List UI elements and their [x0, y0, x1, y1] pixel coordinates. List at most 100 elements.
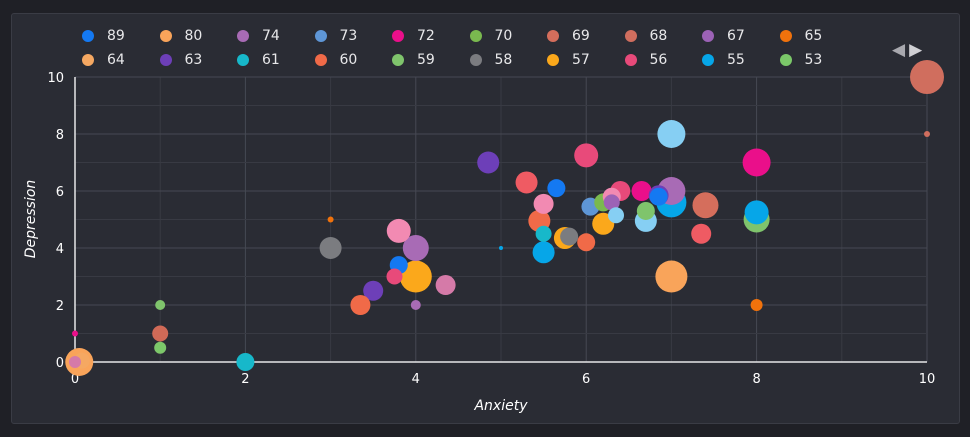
data-point[interactable]: [631, 181, 652, 201]
legend-swatch: [702, 30, 714, 42]
legend-swatch: [237, 30, 249, 42]
tick-labels: 0 2 4 6 8 10 0 2 4 6 8 10: [47, 71, 935, 387]
x-axis-title: Anxiety: [473, 398, 528, 414]
data-point[interactable]: [750, 299, 763, 311]
legend-swatch: [237, 54, 249, 66]
legend-prev-button[interactable]: ◀: [892, 40, 906, 60]
legend-swatch: [547, 30, 559, 42]
data-point[interactable]: [477, 151, 500, 174]
data-point[interactable]: [319, 237, 342, 259]
data-point[interactable]: [657, 120, 686, 148]
x-tick-label: 4: [412, 372, 420, 387]
legend-swatch: [702, 54, 714, 66]
legend-label: 74: [262, 28, 280, 44]
data-point[interactable]: [910, 60, 944, 94]
data-point[interactable]: [327, 216, 334, 223]
data-point[interactable]: [692, 192, 719, 219]
data-points: [65, 60, 944, 376]
legend-label: 59: [417, 52, 435, 68]
legend-swatch: [624, 30, 637, 42]
data-point[interactable]: [152, 325, 169, 342]
data-point[interactable]: [499, 246, 503, 250]
legend-label: 56: [649, 52, 668, 68]
y-tick-label: 4: [56, 242, 64, 257]
data-point[interactable]: [649, 187, 668, 206]
data-point[interactable]: [535, 225, 552, 242]
legend-swatch: [82, 30, 94, 42]
y-tick-label: 6: [56, 185, 64, 200]
data-point[interactable]: [69, 356, 81, 368]
legend-swatch: [82, 54, 94, 66]
legend-swatch: [314, 30, 327, 42]
data-point[interactable]: [574, 143, 599, 168]
legend-swatch: [469, 30, 482, 42]
legend-label: 63: [184, 52, 203, 68]
x-tick-label: 0: [71, 372, 79, 387]
legend-swatch: [392, 30, 404, 42]
y-tick-label: 8: [56, 128, 64, 143]
data-point[interactable]: [155, 342, 166, 353]
y-tick-label: 10: [47, 71, 64, 86]
legend-label: 65: [804, 28, 823, 44]
data-point[interactable]: [547, 179, 566, 198]
legend-label: 73: [339, 28, 358, 44]
legend-swatch: [159, 30, 172, 42]
legend-next-button[interactable]: ▶: [909, 40, 923, 60]
data-point[interactable]: [72, 330, 78, 337]
legend-label: 57: [572, 52, 590, 68]
data-point[interactable]: [386, 218, 411, 243]
legend-label: 70: [494, 28, 513, 44]
legend-label: 72: [417, 28, 435, 44]
data-point[interactable]: [386, 268, 403, 285]
legend-swatch: [469, 54, 482, 66]
legend-label: 55: [727, 52, 745, 68]
x-tick-label: 10: [919, 372, 936, 387]
data-point[interactable]: [532, 241, 555, 264]
legend-label: 89: [107, 28, 125, 44]
y-tick-label: 0: [56, 356, 64, 371]
axes: [74, 77, 927, 363]
x-tick-label: 8: [752, 372, 760, 387]
legend-label: 69: [572, 28, 590, 44]
legend-label: 53: [804, 52, 823, 68]
legend-swatch: [624, 54, 637, 66]
legend-label: 60: [339, 52, 358, 68]
data-point[interactable]: [924, 131, 930, 137]
data-point[interactable]: [435, 275, 456, 296]
legend-swatch: [392, 54, 404, 66]
data-point[interactable]: [363, 280, 384, 301]
data-point[interactable]: [655, 260, 688, 293]
legend-swatch: [159, 54, 172, 66]
legend-label: 67: [727, 28, 745, 44]
data-point[interactable]: [350, 295, 371, 315]
data-point[interactable]: [515, 171, 538, 194]
data-point[interactable]: [691, 223, 712, 244]
data-point[interactable]: [577, 233, 596, 252]
data-point[interactable]: [636, 201, 655, 220]
data-point[interactable]: [399, 260, 432, 293]
data-point[interactable]: [236, 353, 255, 371]
data-point[interactable]: [742, 148, 771, 177]
legend-pager: ◀ ▶: [892, 40, 926, 60]
legend-label: 61: [262, 52, 280, 68]
chart-panel: [11, 13, 960, 424]
data-point[interactable]: [155, 300, 166, 310]
data-point[interactable]: [744, 200, 769, 225]
legend-label: 80: [184, 28, 203, 44]
y-tick-label: 2: [56, 299, 64, 314]
legend-swatch: [547, 54, 559, 66]
data-point[interactable]: [410, 300, 421, 310]
data-point[interactable]: [533, 193, 554, 214]
legend-swatch: [779, 30, 792, 42]
x-tick-label: 2: [241, 372, 249, 387]
data-point[interactable]: [402, 235, 429, 261]
data-point[interactable]: [603, 194, 620, 211]
data-point[interactable]: [608, 207, 625, 224]
y-axis-title: Depression: [23, 180, 39, 259]
legend-swatch: [779, 54, 792, 66]
grid-lines: [74, 76, 928, 363]
legend-label: 64: [107, 52, 125, 68]
legend-label: 58: [494, 52, 513, 68]
data-point[interactable]: [560, 227, 579, 246]
